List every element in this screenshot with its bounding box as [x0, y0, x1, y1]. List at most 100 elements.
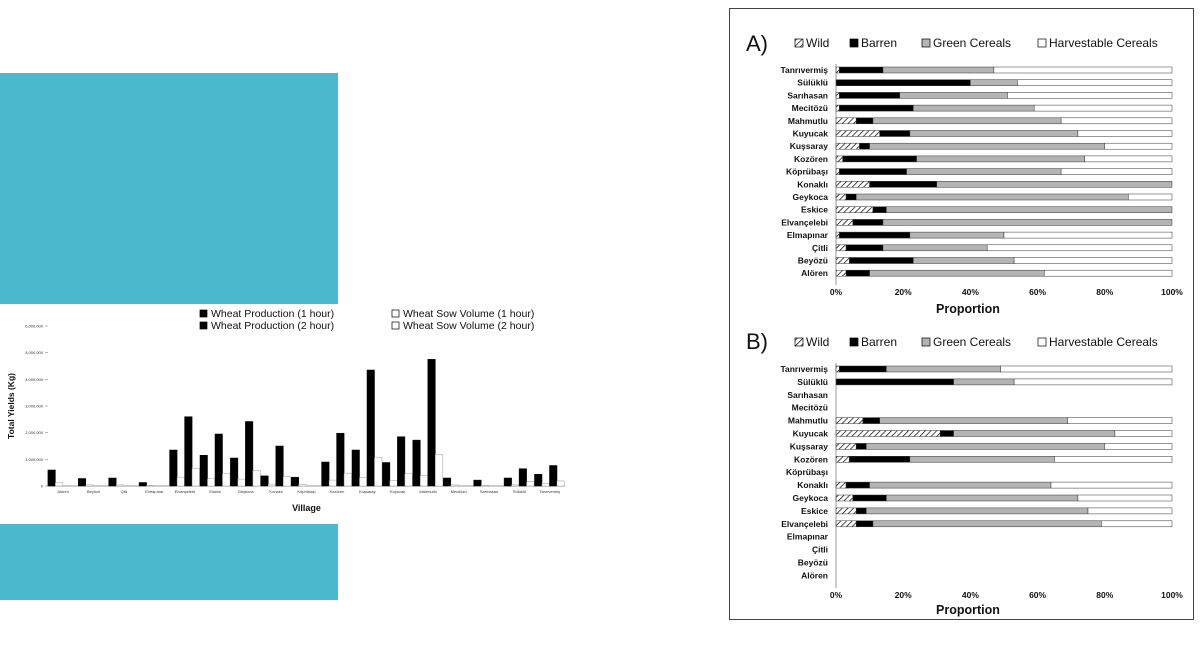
a-bar-barren-elvancelebi: [852, 219, 884, 226]
a-x-tick-label: 40%: [962, 287, 979, 297]
bar-wheat-production-2-hour-tanrivermis: [549, 465, 558, 487]
a-bar-harvestable-cereals-citli: [986, 244, 1173, 252]
b-bar-harvestable-cereals-konakli: [1050, 481, 1173, 489]
b-category-label-suluklu: Sülüklü: [797, 377, 828, 387]
b-bar-barren-eskice: [855, 507, 867, 515]
b-bar-green-cereals-mahmutlu: [879, 417, 1069, 424]
a-bar-harvestable-cereals-koprubasi: [1060, 168, 1173, 175]
a-bar-wild-koprubasi: [835, 168, 840, 175]
b-category-label-eskice: Eskice: [801, 506, 828, 516]
bar-wheat-sow-volume-1-hour-eskice: [207, 478, 216, 487]
b-bar-harvestable-cereals-geykoca: [1077, 494, 1173, 502]
wheat-yield-chart: Wheat Production (1 hour) Wheat Sow Volum…: [6, 308, 565, 513]
a-bar-barren-sarihasan: [839, 92, 901, 99]
b-bar-barren-elvancelebi: [855, 520, 874, 528]
a-category-label-konakli: Konaklı: [797, 179, 828, 189]
x-tick-label-aloren: Alören: [57, 489, 69, 494]
a-bar-barren-mecitozu: [839, 104, 914, 112]
bar-wheat-sow-volume-1-hour-beyozu: [85, 484, 94, 487]
a-bar-harvestable-cereals-tanrivermis: [993, 66, 1173, 74]
a-category-label-kuyucak: Kuyucak: [793, 129, 829, 139]
x-tick-label-elmapinar: Elmapınar: [145, 489, 164, 494]
legend-swatch-wheat-production-2-hour: [199, 321, 208, 330]
bar-wheat-sow-volume-1-hour-elmapinar: [146, 485, 155, 487]
b-legend-swatch-barren: [849, 337, 859, 347]
b-bar-green-cereals-kozoren: [909, 456, 1055, 463]
a-category-label-elvancelebi: Elvançelebi: [781, 217, 828, 227]
a-bar-green-cereals-beyozu: [913, 257, 1015, 264]
a-bar-wild-kozoren: [835, 155, 843, 163]
b-bar-harvestable-cereals-elvancelebi: [1101, 520, 1173, 528]
a-bar-barren-citli: [845, 244, 884, 252]
a-bar-wild-kuyucak: [835, 130, 880, 137]
a-category-label-geykoca: Geykoca: [793, 192, 829, 202]
x-tick-label-eskice: Eskice: [209, 489, 222, 494]
bar-wheat-production-1-hour-kussaray: [351, 449, 360, 487]
b-bar-barren-kussaray: [855, 443, 867, 450]
a-bar-harvestable-cereals-mecitozu: [1033, 104, 1173, 112]
legend-swatch-wheat-sow-volume-2-hour: [391, 321, 400, 330]
b-category-label-beyozu: Beyözü: [798, 558, 828, 568]
bar-wheat-sow-volume-1-hour-kussaray: [359, 477, 368, 487]
teal-decor-bottom: [0, 524, 338, 600]
a-bar-barren-kussaray: [859, 142, 870, 150]
a-bar-barren-elmapinar: [839, 231, 911, 239]
bar-wheat-production-2-hour-konakli: [275, 445, 284, 487]
bar-wheat-sow-volume-1-hour-mecitozu: [450, 484, 459, 487]
bar-wheat-sow-volume-1-hour-suluklu: [511, 484, 520, 487]
bar-wheat-production-1-hour-citli: [108, 477, 117, 487]
bar-wheat-production-1-hour-elvancelebi: [169, 449, 178, 487]
b-bar-wild-konakli: [835, 481, 847, 489]
b-bar-green-cereals-suluklu: [953, 378, 1015, 386]
bar-wheat-production-1-hour-koprubasi: [290, 476, 299, 487]
y-tick-label: 1,000,000: [25, 457, 44, 462]
b-legend-label-green-cereals: Green Cereals: [933, 335, 1011, 349]
bar-wheat-production-1-hour-kozoren: [321, 461, 330, 487]
b-category-label-geykoca: Geykoca: [793, 493, 829, 503]
bar-wheat-sow-volume-1-hour-elvancelebi: [176, 476, 185, 487]
bar-wheat-production-2-hour-mahmutlu: [427, 359, 436, 487]
b-bar-harvestable-cereals-mahmutlu: [1067, 417, 1173, 424]
a-category-label-koprubasi: Köprübaşı: [786, 167, 828, 177]
bar-wheat-sow-volume-1-hour-citli: [115, 484, 124, 487]
bar-wheat-production-2-hour-kozoren: [336, 432, 345, 487]
x-tick-label-beyozu: Beyözü: [87, 489, 100, 494]
b-x-tick-label: 40%: [962, 590, 979, 600]
a-category-label-tanrivermis: Tanrıvermiş: [780, 65, 828, 75]
y-tick-label: 0: [41, 484, 44, 489]
legend-swatch-wheat-sow-volume-1-hour: [391, 309, 400, 318]
a-bar-wild-sarihasan: [835, 92, 840, 99]
a-bar-green-cereals-geykoca: [855, 193, 1129, 201]
b-category-label-koprubasi: Köprübaşı: [786, 467, 828, 477]
a-bar-wild-tanrivermis: [835, 66, 840, 74]
x-axis-title: Village: [292, 503, 321, 513]
b-category-label-mahmutlu: Mahmutlu: [788, 416, 828, 426]
a-category-label-sarihasan: Sarıhasan: [787, 90, 828, 100]
bar-wheat-sow-volume-2-hour-elvancelebi: [191, 468, 200, 487]
b-legend-swatch-green-cereals: [921, 337, 931, 347]
a-bar-wild-elmapinar: [835, 231, 840, 239]
a-bar-wild-kussaray: [835, 142, 860, 150]
teal-decor-top: [0, 73, 338, 304]
bar-wheat-sow-volume-2-hour-suluklu: [526, 481, 535, 487]
b-x-axis-title: Proportion: [936, 603, 1000, 617]
land-use-chart-panel: A) Wild Barren Green Cereals Harvestable Cer…: [729, 8, 1194, 620]
b-bar-green-cereals-kussaray: [865, 443, 1106, 450]
b-category-label-kozoren: Kozören: [794, 454, 828, 464]
a-bar-wild-citli: [835, 244, 847, 252]
b-bar-wild-kuyucak: [835, 430, 941, 437]
b-category-label-elmapinar: Elmapınar: [787, 532, 829, 542]
bar-wheat-sow-volume-2-hour-kuyucak: [404, 473, 413, 487]
bar-wheat-sow-volume-2-hour-kussaray: [374, 456, 383, 487]
x-tick-label-citli: Çitli: [121, 489, 128, 494]
a-legend-label-barren: Barren: [861, 36, 897, 50]
x-tick-label-geykoca: Geykoca: [238, 489, 255, 494]
b-category-label-tanrivermis: Tanrıvermiş: [780, 364, 828, 374]
b-bar-barren-kozoren: [849, 456, 911, 463]
x-tick-label-kussaray: Kuşsaray: [359, 489, 376, 494]
y-tick-label: 6,000,000: [25, 324, 44, 329]
a-bar-barren-tanrivermis: [839, 66, 884, 74]
bar-wheat-sow-volume-1-hour-aloren: [55, 482, 64, 487]
a-bar-harvestable-cereals-mahmutlu: [1060, 117, 1173, 125]
y-tick-label: 3,000,000: [25, 404, 44, 409]
